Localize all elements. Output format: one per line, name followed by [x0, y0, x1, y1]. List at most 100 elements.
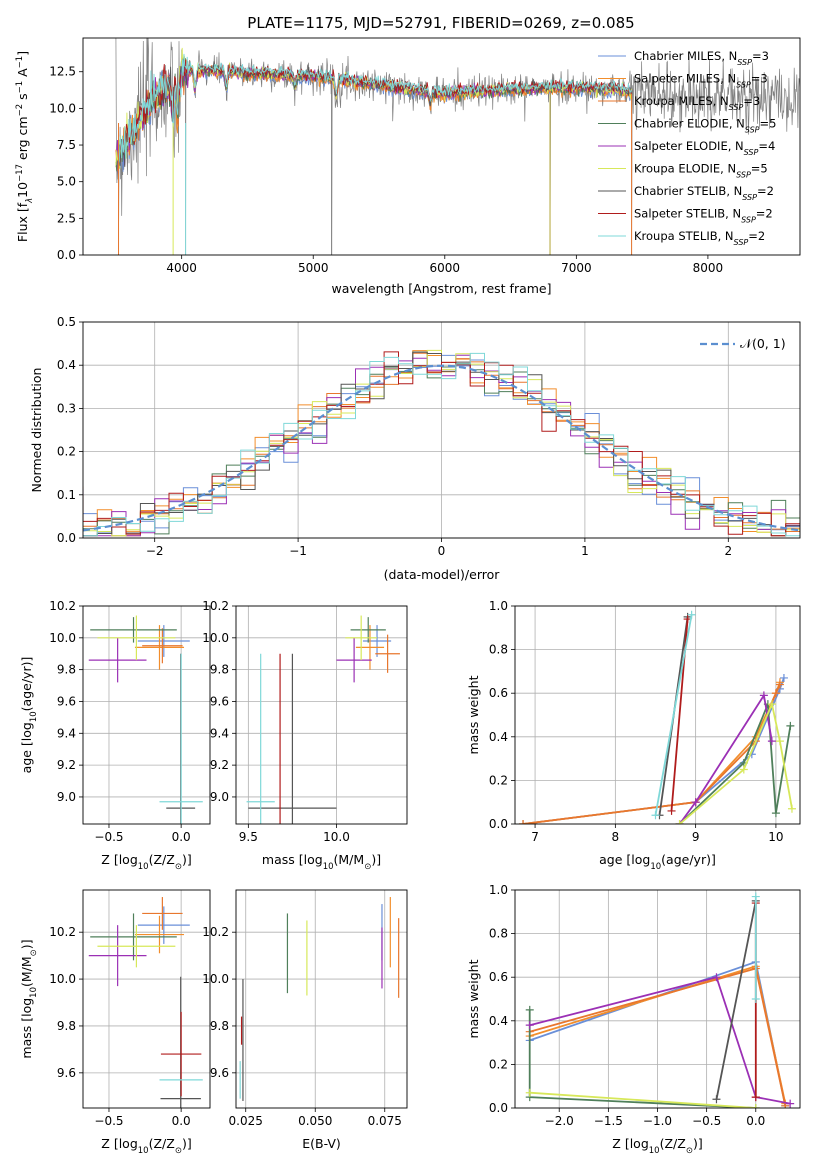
- plot-area: [88, 615, 203, 824]
- mass-weight-marker: [525, 1088, 534, 1097]
- label-text: )]: [693, 1136, 703, 1151]
- y-tick-label: 9.2: [210, 758, 229, 772]
- y-tick-label: 0.0: [57, 531, 76, 545]
- x-tick-label: 0.050: [298, 1114, 332, 1128]
- legend-tail: =3: [752, 49, 769, 63]
- y-tick-label: 9.8: [210, 1019, 229, 1033]
- label-text: 10: [15, 182, 30, 198]
- model-spectrum-line: [118, 53, 632, 164]
- legend-sub: SSP: [744, 148, 759, 157]
- grid: [83, 890, 210, 1108]
- label-text: )]: [182, 852, 192, 867]
- x-tick-label: −2.0: [545, 1114, 574, 1128]
- mass-weight-marker: [675, 820, 684, 824]
- label-text: (age/yr)]: [19, 657, 34, 712]
- y-tick-label: 7.5: [57, 138, 76, 152]
- script-text: ⊙: [686, 1146, 693, 1156]
- mass-weight-line: [654, 614, 693, 816]
- mass-weight-marker: [786, 1099, 795, 1108]
- x-axis-label: wavelength [Angstrom, rest frame]: [331, 281, 551, 296]
- plot-area: [239, 897, 400, 1101]
- y-tick-label: 1.0: [489, 599, 508, 613]
- y-tick-label: 5.0: [57, 175, 76, 189]
- y-tick-label: 10.0: [49, 101, 76, 115]
- y-tick-label: 0.5: [57, 315, 76, 329]
- y-tick-label: 9.6: [210, 694, 229, 708]
- x-axis-label: E(B-V): [302, 1136, 341, 1151]
- label-text: (age/yr)]: [661, 852, 716, 867]
- legend-sub: SSP: [742, 193, 757, 202]
- label-text: ]: [15, 51, 30, 56]
- mass-weight-marker: [667, 806, 676, 815]
- mass-weight-marker: [767, 737, 776, 746]
- x-tick-label: −1.5: [594, 1114, 623, 1128]
- plot-area: [519, 610, 796, 824]
- legend-tail: =2: [748, 229, 765, 243]
- x-tick-label: 1: [581, 544, 589, 558]
- axes-frame: [514, 605, 801, 825]
- legend-entry: Salpeter ELODIE, NSSP=4: [634, 139, 775, 157]
- script-text: ⊙: [175, 1146, 182, 1156]
- x-tick-label: 4000: [166, 261, 197, 275]
- y-tick-label: 0.0: [57, 248, 76, 262]
- script-text: 10: [138, 862, 149, 872]
- script-text: 10: [29, 987, 39, 998]
- mass-weight-line: [715, 900, 757, 1100]
- plot-area: [88, 897, 203, 1108]
- plot-area: [525, 892, 795, 1108]
- x-tick-label: 9.5: [239, 830, 258, 844]
- mass-weight-marker: [779, 673, 788, 682]
- mass-weight-marker: [751, 995, 760, 1003]
- figure-title: PLATE=1175, MJD=52791, FIBERID=0269, z=0…: [247, 14, 634, 32]
- normal-curve: [83, 364, 800, 532]
- weight-vs-metallicity-panel: −2.0 −1.5 −1.0 −0.5 0.0 0.0 0.2 0.4 0.6 0.8 1.0 Z […: [466, 883, 801, 1156]
- y-tick-label: 0.6: [489, 686, 508, 700]
- y-axis-label: mass weight: [466, 675, 481, 754]
- legend-entry: Salpeter STELIB, NSSP=2: [634, 207, 773, 225]
- label-text: (M/M: [19, 956, 34, 987]
- mass-weight-line: [678, 692, 773, 824]
- y-tick-label: 9.8: [57, 663, 76, 677]
- mass-weight-marker: [525, 1021, 534, 1030]
- script-text: 10: [29, 711, 39, 722]
- legend-tail: =5: [751, 162, 768, 176]
- y-axis-label: Flux [fλ10−17 erg cm−2 s−1 A−1]: [15, 51, 35, 242]
- axes: 0.025 0.050 0.075 9.6 9.8 10.0 10.2 E(B-V): [202, 889, 408, 1151]
- mass-weight-marker: [687, 610, 696, 619]
- label-text: age [log: [599, 852, 650, 867]
- y-tick-label: 12.5: [49, 65, 76, 79]
- y-tick-label: 0.3: [57, 401, 76, 415]
- legend-name: Kroupa MILES, N: [634, 94, 729, 108]
- label-text: (M/M: [334, 852, 365, 867]
- legend-entry: Salpeter MILES, NSSP=3: [634, 72, 768, 90]
- legend-tail: =3: [743, 94, 760, 108]
- y-tick-label: 0.8: [489, 643, 508, 657]
- label-text: Z [log: [101, 852, 137, 867]
- model-spectrum-line: [115, 47, 632, 170]
- y-tick-label: 0.2: [57, 445, 76, 459]
- label-text: −17: [15, 164, 25, 182]
- x-tick-label: 0.025: [229, 1114, 263, 1128]
- x-tick-label: 0.0: [172, 1114, 191, 1128]
- script-text: 10: [323, 862, 334, 872]
- x-tick-label: 0: [438, 544, 446, 558]
- y-tick-label: 0.2: [489, 773, 508, 787]
- mass-weight-line: [522, 677, 785, 824]
- script-text: 10: [138, 1146, 149, 1156]
- mass-weight-line: [529, 976, 791, 1105]
- legend-name: Salpeter STELIB, N: [634, 207, 741, 221]
- mass-weight-marker: [767, 700, 776, 709]
- x-tick-label: 10.0: [323, 830, 350, 844]
- mass-weight-marker: [759, 691, 768, 700]
- label-text: −1: [15, 81, 25, 94]
- label-text: )]: [182, 1136, 192, 1151]
- mass-weight-marker: [751, 892, 760, 901]
- y-tick-label: 9.6: [57, 694, 76, 708]
- legend-name: Salpeter ELODIE, N: [634, 139, 744, 153]
- axes: −0.5 0.09.69.810.010.2Z [log10(Z/Z⊙)]mass…: [19, 889, 211, 1156]
- label-text: Z [log: [101, 1136, 137, 1151]
- legend-entry: Chabrier MILES, NSSP=3: [634, 49, 769, 67]
- legend-name: Chabrier STELIB, N: [634, 184, 742, 198]
- y-tick-label: 0.4: [489, 1014, 508, 1028]
- mass-vs-extinction-panel: 0.025 0.050 0.075 9.6 9.8 10.0 10.2 E(B-V): [202, 889, 408, 1151]
